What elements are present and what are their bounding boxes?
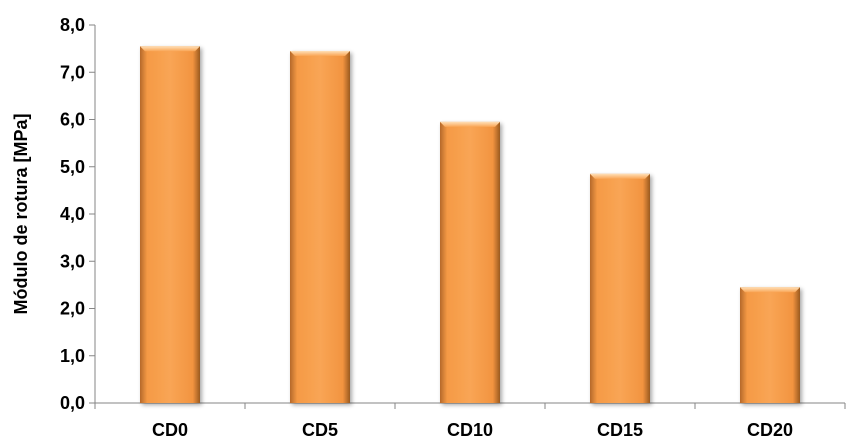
bar-top-bevel — [590, 173, 650, 179]
labels: 0,0 1,0 2,0 3,0 4,0 5,0 6,0 7,0 8,0 CD0 CD5 CD10 CD1… — [60, 15, 793, 437]
bar — [440, 121, 500, 404]
x-category-label: CD5 — [302, 420, 338, 437]
y-tick-label: 8,0 — [60, 15, 85, 35]
x-category-label: CD15 — [597, 420, 643, 437]
bar-cd20 — [740, 287, 800, 403]
bar-cd0 — [140, 46, 200, 403]
bar — [140, 46, 200, 403]
y-tick-label: 0,0 — [60, 393, 85, 413]
y-tick-label: 4,0 — [60, 204, 85, 224]
y-tick-label: 7,0 — [60, 62, 85, 82]
bar — [290, 50, 350, 404]
y-tick-label: 5,0 — [60, 157, 85, 177]
bar-top-bevel — [290, 50, 350, 56]
axes — [89, 24, 846, 409]
bar-top-bevel — [140, 46, 200, 52]
x-category-label: CD20 — [747, 420, 793, 437]
y-tick-label: 2,0 — [60, 299, 85, 319]
bar-top-bevel — [740, 287, 800, 293]
x-category-label: CD10 — [447, 420, 493, 437]
y-tick-label: 1,0 — [60, 346, 85, 366]
y-tick-label: 6,0 — [60, 110, 85, 130]
bars — [140, 46, 800, 404]
x-category-label: CD0 — [152, 420, 188, 437]
bar-cd15 — [590, 173, 650, 403]
y-tick-label: 3,0 — [60, 251, 85, 271]
bar — [590, 173, 650, 403]
y-axis-title: Módulo de rotura [MPa] — [11, 114, 31, 315]
bar-cd10 — [440, 121, 500, 404]
bar — [740, 287, 800, 403]
bar-top-bevel — [440, 121, 500, 127]
bar-cd5 — [290, 50, 350, 404]
